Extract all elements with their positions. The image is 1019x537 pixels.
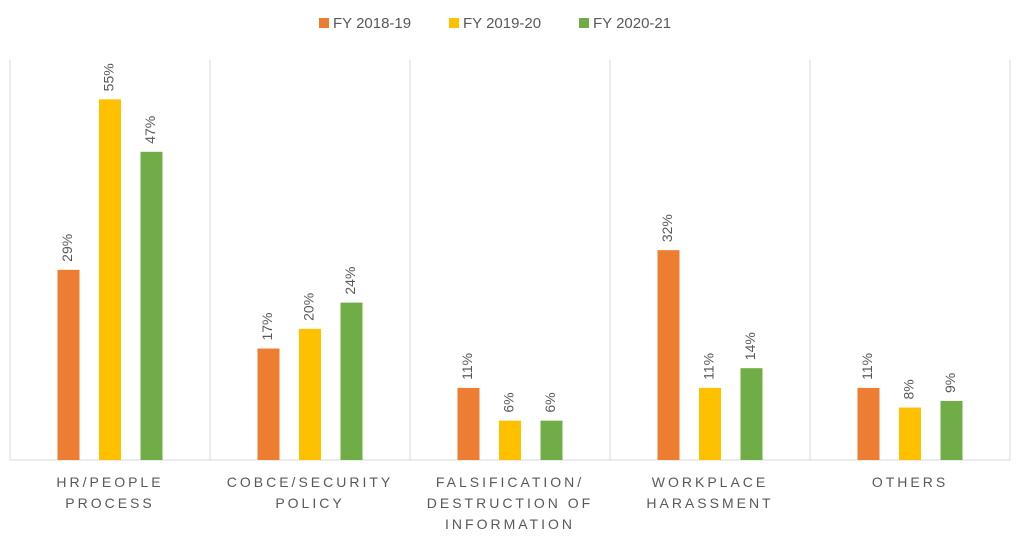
data-label: 9% <box>942 373 958 393</box>
bar <box>299 328 321 460</box>
data-label: 29% <box>59 234 75 262</box>
legend-swatch <box>319 18 329 28</box>
x-tick-label: COBCE/SECURITY POLICY <box>226 474 394 511</box>
legend-label: FY 2020-21 <box>593 15 671 32</box>
bar <box>499 420 521 460</box>
x-tick-label: OTHERS <box>871 474 949 490</box>
legend-label: FY 2018-19 <box>333 15 411 32</box>
data-label: 20% <box>301 293 317 321</box>
bar <box>857 387 880 460</box>
data-label: 11% <box>859 353 875 380</box>
x-tick-label: WORKPLACE HARASSMENT <box>646 474 774 511</box>
data-label: 55% <box>101 63 117 91</box>
bar <box>340 302 363 460</box>
data-label: 14% <box>742 332 758 360</box>
bar <box>899 407 921 460</box>
data-label: 6% <box>542 392 558 412</box>
bar <box>57 269 80 460</box>
legend-swatch <box>579 18 589 28</box>
data-label: 17% <box>259 312 275 340</box>
data-label: 6% <box>501 392 517 412</box>
bar <box>657 250 680 460</box>
data-label: 24% <box>342 267 358 295</box>
x-tick-label: FALSIFICATION/ DESTRUCTION OF INFORMATIO… <box>426 474 594 532</box>
data-label: 11% <box>459 353 475 380</box>
data-label: 32% <box>659 214 675 242</box>
bar <box>140 151 163 460</box>
legend-label: FY 2019-20 <box>463 15 541 32</box>
legend-swatch <box>449 18 459 28</box>
bar <box>940 400 963 460</box>
x-tick-label: HR/PEOPLE PROCESS <box>56 474 164 511</box>
bar <box>699 387 721 460</box>
bar <box>540 420 563 460</box>
bar <box>99 99 121 460</box>
data-label: 11% <box>701 353 717 380</box>
data-label: 47% <box>142 116 158 144</box>
bar <box>257 348 280 460</box>
data-label: 8% <box>901 379 917 399</box>
bar <box>740 368 763 460</box>
bar <box>457 387 480 460</box>
